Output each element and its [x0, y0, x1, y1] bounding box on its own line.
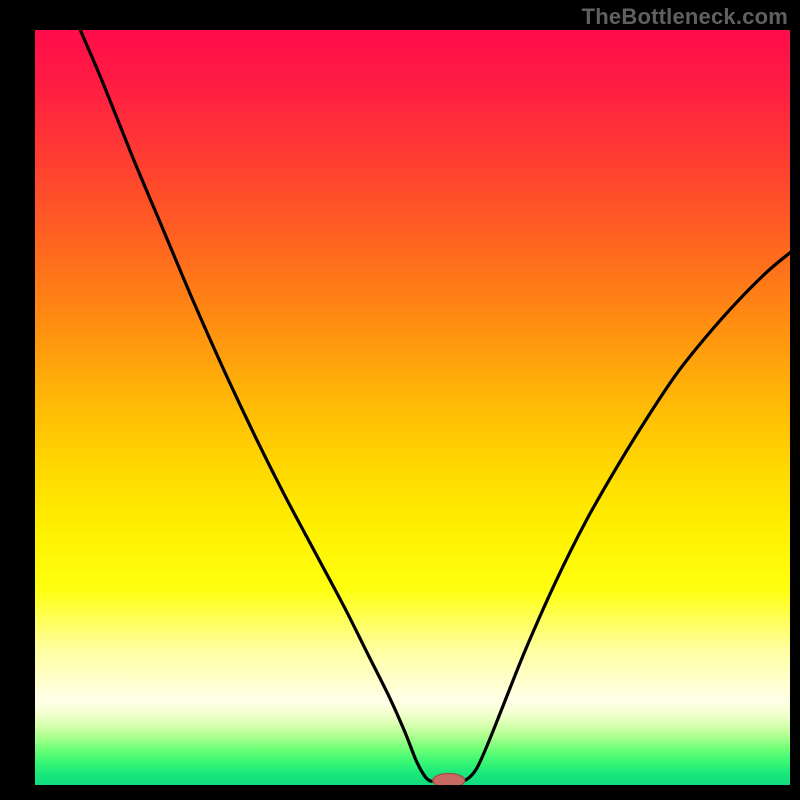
bottleneck-chart: [0, 0, 800, 800]
optimal-point-marker: [433, 773, 465, 787]
chart-container: { "watermark": { "text": "TheBottleneck.…: [0, 0, 800, 800]
watermark-text: TheBottleneck.com: [582, 4, 788, 30]
gradient-background: [35, 30, 790, 785]
